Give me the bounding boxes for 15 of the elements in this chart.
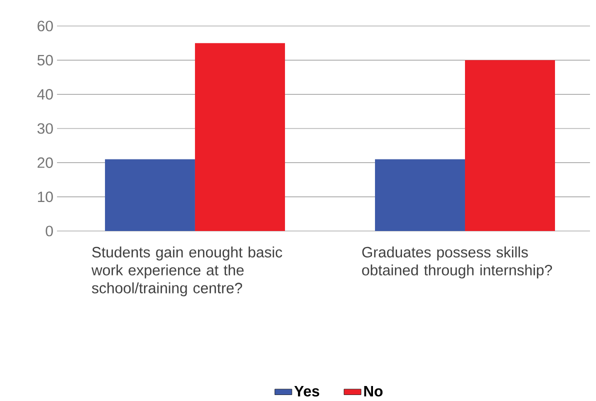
x-tick-label: Students gain enought basic work experience at the school/training centre? [91,246,282,296]
bar [374,159,465,231]
y-tick-label: 0 [46,226,53,236]
x-tick-label: Graduates possess skills obtained through internship? [362,246,552,278]
legend-label: No [364,386,383,396]
y-tick-label: 60 [38,20,53,32]
y-tick-label: 50 [37,54,53,66]
y-tick-label: 20 [38,157,53,168]
y-tick-label: 10 [38,192,53,202]
legend-label: Yes [294,386,320,396]
y-tick-label: 40 [37,89,53,100]
y-tick-label: 30 [37,123,53,134]
bar [464,60,555,231]
bar [104,159,195,231]
bar [194,43,285,231]
